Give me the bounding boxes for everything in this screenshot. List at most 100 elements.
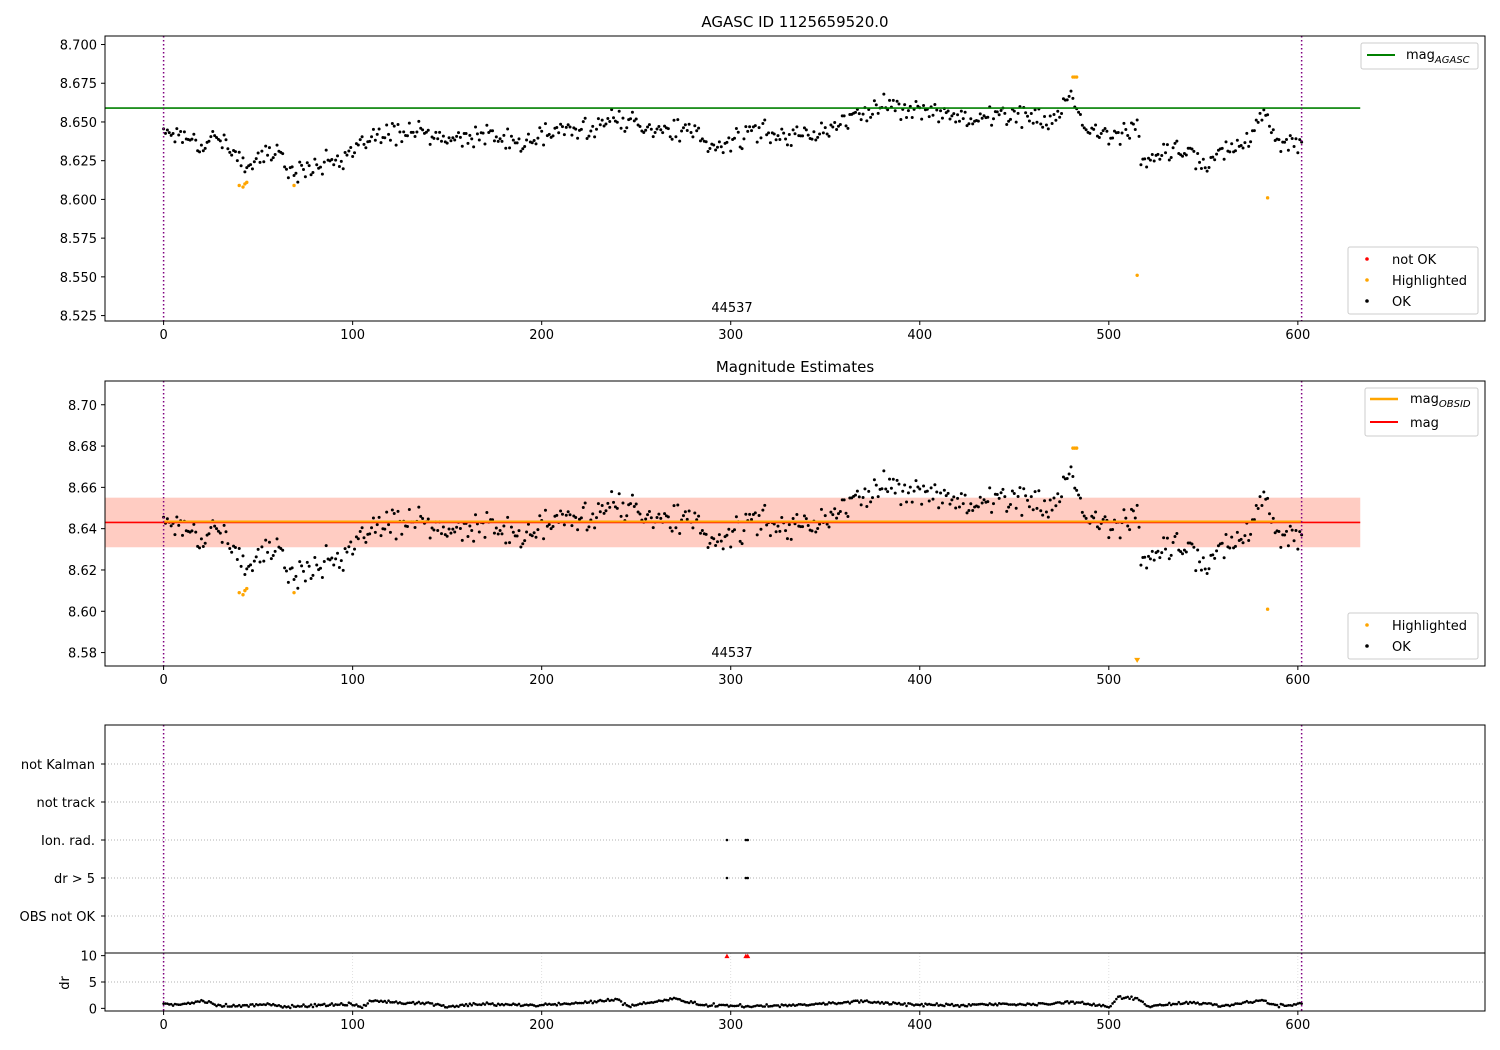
ok-point [530, 534, 534, 538]
highlighted-point [1074, 446, 1079, 450]
ok-point [313, 555, 317, 559]
dr-point [1220, 1004, 1224, 1008]
ok-point [925, 489, 929, 493]
ok-point [252, 160, 256, 164]
ok-point [1046, 127, 1050, 131]
ok-point [801, 134, 805, 138]
dr-point [232, 1003, 235, 1007]
dr-point [1192, 1000, 1196, 1004]
ok-point [785, 143, 789, 147]
ok-point [753, 511, 757, 515]
ok-point [595, 127, 599, 131]
ok-point [1192, 149, 1196, 153]
ok-point [421, 517, 425, 521]
ok-point [1124, 128, 1128, 132]
ok-point [882, 92, 886, 96]
dr-point [406, 1001, 409, 1005]
ok-point [167, 131, 171, 135]
ok-point [971, 508, 975, 512]
ok-point [581, 120, 585, 124]
ok-point [1260, 503, 1264, 507]
ok-point [1039, 509, 1043, 513]
ok-point [182, 130, 186, 134]
ok-point [1012, 491, 1016, 495]
ok-point [500, 139, 504, 143]
ok-point [1029, 111, 1033, 115]
ok-point [1120, 131, 1124, 135]
ok-point [1173, 141, 1177, 145]
ok-point [776, 134, 780, 138]
dr-point [383, 999, 387, 1003]
ok-point [358, 138, 362, 142]
ok-point [455, 134, 459, 138]
ok-point [1296, 151, 1300, 155]
ok-point [787, 523, 791, 527]
ok-point [336, 154, 340, 158]
ok-point [1222, 157, 1226, 161]
dr-point [667, 999, 670, 1002]
ok-point [1009, 503, 1013, 507]
ok-point [976, 505, 980, 509]
ok-point [194, 138, 198, 142]
ok-point [347, 149, 351, 153]
legend-marker-ok [1365, 299, 1369, 303]
ok-point [674, 135, 678, 139]
dr-point [903, 1002, 906, 1005]
ok-point [587, 525, 591, 529]
ok-point [209, 525, 213, 529]
ok-point [230, 153, 234, 157]
ok-point [1294, 528, 1298, 532]
ok-point [886, 108, 890, 112]
ok-point [810, 529, 814, 533]
dr-point [973, 1003, 976, 1006]
ok-point [600, 118, 604, 122]
dr-point [774, 1004, 778, 1007]
ok-point [995, 110, 999, 114]
ok-point [579, 127, 583, 131]
y-tick-label: 8.66 [68, 481, 97, 496]
ok-point [351, 552, 355, 556]
dr-point [1160, 1003, 1164, 1007]
dr-point [307, 1005, 311, 1008]
dr-point [697, 1003, 700, 1007]
ok-point [494, 526, 498, 530]
ok-point [175, 515, 179, 519]
ok-point [192, 522, 196, 526]
highlighted-point-offscale [1134, 657, 1141, 663]
dr-point [914, 1003, 918, 1006]
ok-point [630, 493, 634, 497]
dr-point [971, 1003, 974, 1006]
ok-point [339, 559, 343, 563]
ok-point [991, 502, 995, 506]
ok-point [233, 546, 237, 550]
legend-marker-highlighted [1365, 278, 1369, 282]
dr-point [1011, 1003, 1014, 1006]
dr-point [899, 1003, 903, 1006]
ok-point [564, 513, 568, 517]
ok-point [757, 513, 761, 517]
ok-point [169, 524, 173, 528]
ok-point [1067, 94, 1071, 98]
ok-point [266, 550, 270, 554]
ok-point [1103, 515, 1107, 519]
ok-point [1052, 112, 1056, 116]
ok-point [598, 510, 602, 514]
y-tick-label: 8.525 [60, 310, 97, 325]
dr-point [1200, 1002, 1203, 1006]
dr-point [413, 1002, 417, 1006]
ok-point [784, 529, 788, 533]
ok-point [727, 136, 731, 140]
dr-point [468, 1002, 472, 1006]
ok-point [952, 112, 956, 116]
ok-point [387, 523, 391, 527]
ok-point [612, 500, 616, 504]
ok-point [385, 123, 389, 127]
ok-point [1271, 128, 1275, 132]
ok-point [687, 509, 691, 513]
dr-point [1071, 1000, 1075, 1003]
ok-point [1203, 166, 1207, 170]
ok-point [910, 116, 914, 120]
ok-point [466, 141, 470, 145]
dr-point [447, 1005, 451, 1008]
ok-point [1058, 115, 1062, 119]
